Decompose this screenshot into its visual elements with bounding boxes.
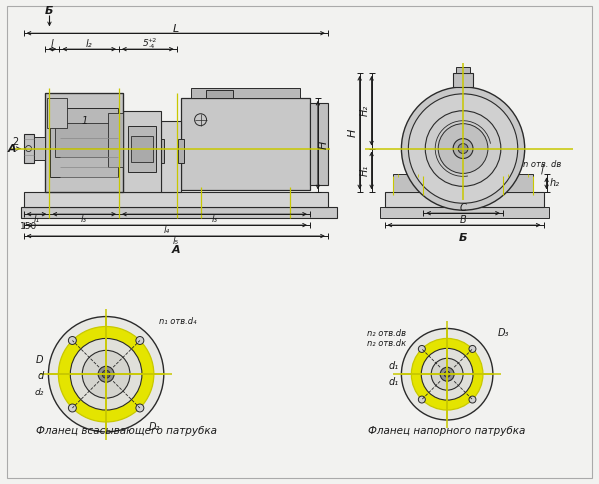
Bar xyxy=(108,113,123,167)
Text: C: C xyxy=(459,203,467,213)
Circle shape xyxy=(418,396,425,403)
Text: H: H xyxy=(347,128,358,137)
Text: B: B xyxy=(459,215,467,225)
Text: l: l xyxy=(51,39,54,49)
Text: l₃: l₃ xyxy=(81,214,87,224)
Text: 150: 150 xyxy=(20,222,37,230)
Bar xyxy=(503,174,533,192)
Text: D: D xyxy=(36,355,44,365)
Bar xyxy=(23,134,34,164)
Text: n₁ отв.d₄: n₁ отв.d₄ xyxy=(159,317,196,326)
Circle shape xyxy=(469,396,476,403)
Bar xyxy=(50,108,118,177)
Bar xyxy=(20,207,337,218)
Text: d₁: d₁ xyxy=(388,377,398,387)
Text: 1: 1 xyxy=(81,116,87,126)
Bar xyxy=(310,103,328,185)
Circle shape xyxy=(458,144,468,153)
Circle shape xyxy=(102,370,110,378)
Bar xyxy=(23,192,328,207)
Bar xyxy=(394,174,423,192)
Circle shape xyxy=(412,338,483,410)
Text: n₂ отв.dк: n₂ отв.dк xyxy=(367,339,406,348)
Bar xyxy=(131,136,153,163)
Circle shape xyxy=(431,358,463,390)
Text: n₂ отв.dв: n₂ отв.dв xyxy=(367,329,406,338)
Circle shape xyxy=(409,94,518,203)
Text: d₂: d₂ xyxy=(34,388,44,396)
Text: L: L xyxy=(173,24,179,34)
Bar xyxy=(47,98,67,128)
Text: D₂: D₂ xyxy=(149,422,161,432)
Bar xyxy=(161,121,181,192)
Text: H₁: H₁ xyxy=(359,165,370,176)
Circle shape xyxy=(440,367,454,381)
Circle shape xyxy=(49,317,164,432)
Text: -4: -4 xyxy=(149,44,155,48)
Bar xyxy=(56,122,113,157)
Bar xyxy=(123,111,161,192)
Circle shape xyxy=(421,348,473,400)
Bar xyxy=(34,136,46,161)
Text: 5: 5 xyxy=(143,39,149,47)
Bar xyxy=(46,93,123,192)
Circle shape xyxy=(418,346,425,352)
Text: А: А xyxy=(7,144,16,153)
Circle shape xyxy=(444,371,450,377)
Circle shape xyxy=(425,111,501,186)
Bar xyxy=(128,126,156,172)
Text: Фланец напорного патрубка: Фланец напорного патрубка xyxy=(368,426,526,436)
Text: l₃: l₃ xyxy=(211,214,217,224)
Circle shape xyxy=(469,346,476,352)
Bar xyxy=(385,192,543,207)
Text: D₃: D₃ xyxy=(498,329,509,338)
Text: А: А xyxy=(171,245,180,255)
Circle shape xyxy=(68,336,76,345)
Circle shape xyxy=(401,87,525,210)
Circle shape xyxy=(58,327,154,422)
Circle shape xyxy=(401,329,493,420)
Bar xyxy=(181,98,310,190)
Text: +2: +2 xyxy=(147,38,156,43)
Text: H: H xyxy=(319,141,329,149)
Text: Фланец всасывающего патрубка: Фланец всасывающего патрубка xyxy=(35,426,216,436)
Circle shape xyxy=(70,338,142,410)
Bar xyxy=(158,138,164,164)
Circle shape xyxy=(98,366,114,382)
Bar xyxy=(453,73,473,87)
Bar xyxy=(380,207,549,218)
Text: d₁: d₁ xyxy=(388,361,398,371)
Text: l₅: l₅ xyxy=(173,237,179,245)
Text: n отв. dв: n отв. dв xyxy=(524,160,561,169)
Text: h₂: h₂ xyxy=(549,178,559,188)
Text: l₁: l₁ xyxy=(34,214,40,224)
Bar xyxy=(205,90,234,98)
Bar xyxy=(190,88,300,98)
Text: 2: 2 xyxy=(13,136,19,147)
Bar xyxy=(178,138,184,164)
Circle shape xyxy=(136,404,144,412)
Text: l₂: l₂ xyxy=(86,39,92,49)
Text: H₂: H₂ xyxy=(359,105,370,116)
Bar xyxy=(456,67,470,73)
Text: d: d xyxy=(37,371,44,381)
Text: l₄: l₄ xyxy=(164,226,170,235)
Text: Б: Б xyxy=(45,6,54,16)
Circle shape xyxy=(68,404,76,412)
Circle shape xyxy=(453,138,473,158)
Circle shape xyxy=(438,124,488,173)
Circle shape xyxy=(136,336,144,345)
Text: Б: Б xyxy=(459,233,467,243)
Circle shape xyxy=(82,350,130,398)
